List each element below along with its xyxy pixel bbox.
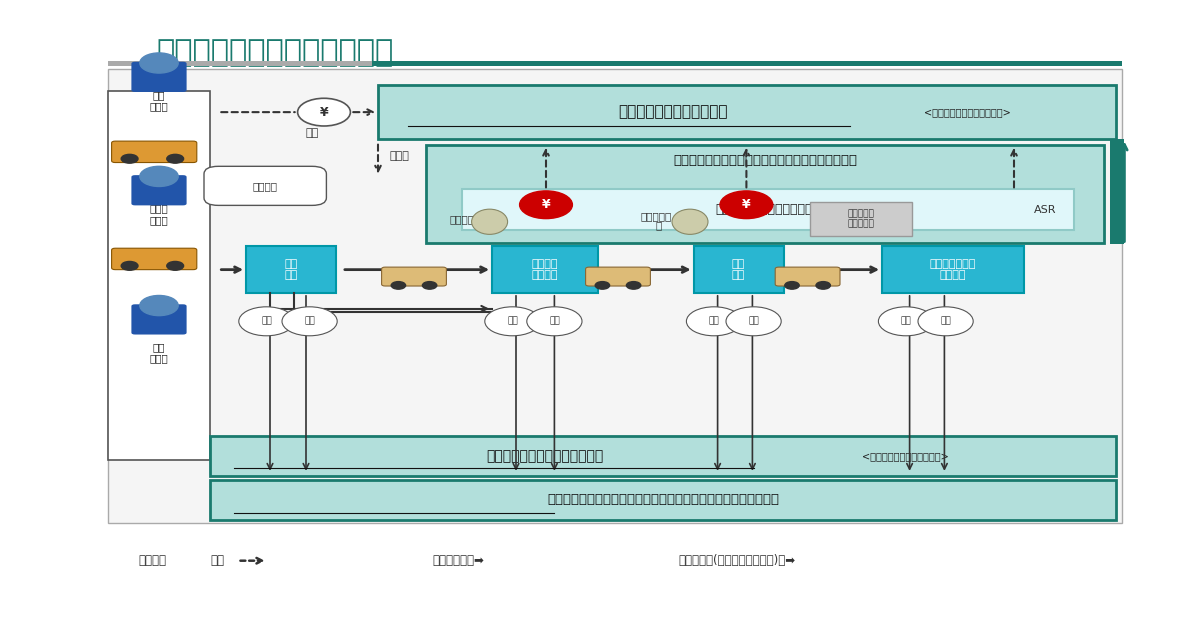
Text: 情報管理センター（ＪＡＲＣ）: 情報管理センター（ＪＡＲＣ）	[486, 449, 604, 463]
Text: 引取: 引取	[901, 317, 911, 326]
FancyBboxPatch shape	[810, 202, 912, 236]
Bar	[108, 61, 372, 66]
Text: 引渡: 引渡	[749, 317, 758, 326]
Circle shape	[626, 282, 641, 289]
Circle shape	[720, 191, 773, 219]
Circle shape	[167, 261, 184, 270]
Text: 自動車メーカー等・指定再資源化機関（ＪＡＲＣ）: 自動車メーカー等・指定再資源化機関（ＪＡＲＣ）	[673, 154, 857, 167]
Text: 引渡: 引渡	[550, 317, 559, 326]
Text: 指定再資源化機関（ＪＡＲＣ）：離島対策・不法投棄等対策支援: 指定再資源化機関（ＪＡＲＣ）：離島対策・不法投棄等対策支援	[547, 493, 779, 507]
Text: モノの流れ　➡: モノの流れ ➡	[432, 554, 484, 567]
FancyBboxPatch shape	[210, 436, 1116, 476]
Circle shape	[391, 282, 406, 289]
FancyBboxPatch shape	[108, 69, 1122, 523]
Text: ･･: ･･	[210, 554, 224, 567]
Text: 類: 類	[655, 220, 661, 230]
Text: フロン類
回収業者: フロン類 回収業者	[532, 258, 558, 280]
Text: 情報の流れ(電子マニフェスト)　➡: 情報の流れ(電子マニフェスト) ➡	[678, 554, 796, 567]
Text: 払渡し: 払渡し	[390, 151, 410, 161]
Text: 引渡: 引渡	[941, 317, 950, 326]
Circle shape	[918, 307, 973, 336]
Text: 中古車
購入者: 中古車 購入者	[150, 203, 168, 225]
Circle shape	[140, 166, 178, 186]
Text: 資金管理法人（ＪＡＲＣ）: 資金管理法人（ＪＡＲＣ）	[618, 105, 728, 119]
Text: ¥: ¥	[319, 106, 329, 118]
Text: ¥: ¥	[541, 198, 551, 211]
Circle shape	[726, 307, 781, 336]
Bar	[1110, 139, 1124, 244]
FancyBboxPatch shape	[775, 267, 840, 286]
Circle shape	[785, 282, 799, 289]
FancyBboxPatch shape	[112, 141, 197, 163]
FancyBboxPatch shape	[492, 246, 598, 293]
Circle shape	[140, 53, 178, 73]
Ellipse shape	[672, 209, 708, 234]
Circle shape	[527, 307, 582, 336]
Circle shape	[167, 154, 184, 163]
Text: 解体
業者: 解体 業者	[732, 258, 745, 280]
Bar	[372, 61, 1122, 66]
Circle shape	[140, 295, 178, 316]
Circle shape	[485, 307, 540, 336]
Text: 自動車リサイクル法について: 自動車リサイクル法について	[156, 38, 394, 67]
Circle shape	[816, 282, 830, 289]
Circle shape	[282, 307, 337, 336]
Text: 預託確認: 預託確認	[253, 181, 277, 191]
Circle shape	[121, 154, 138, 163]
Circle shape	[520, 191, 572, 219]
FancyBboxPatch shape	[108, 91, 210, 460]
FancyBboxPatch shape	[210, 480, 1116, 520]
FancyBboxPatch shape	[132, 304, 187, 335]
Circle shape	[878, 307, 934, 336]
FancyBboxPatch shape	[586, 267, 650, 286]
FancyBboxPatch shape	[426, 145, 1104, 243]
Text: 引取: 引取	[262, 317, 271, 326]
Text: 解体自動車
全部利用者: 解体自動車 全部利用者	[847, 209, 875, 229]
Text: 新車
購入者: 新車 購入者	[150, 90, 168, 112]
Text: ASR: ASR	[1034, 205, 1057, 215]
FancyBboxPatch shape	[204, 166, 326, 205]
Text: <自動車リサイクルシステム>: <自動車リサイクルシステム>	[924, 107, 1010, 117]
Text: <自動車リサイクルシステム>: <自動車リサイクルシステム>	[863, 451, 949, 461]
Circle shape	[422, 282, 437, 289]
FancyBboxPatch shape	[882, 246, 1024, 293]
Text: 最終
所有者: 最終 所有者	[150, 342, 168, 364]
Circle shape	[595, 282, 610, 289]
FancyBboxPatch shape	[378, 85, 1116, 139]
Text: 引取: 引取	[508, 317, 517, 326]
FancyBboxPatch shape	[694, 246, 784, 293]
Text: 引渡: 引渡	[305, 317, 314, 326]
Text: 引取: 引取	[709, 317, 719, 326]
Ellipse shape	[472, 209, 508, 234]
Text: 預託: 預託	[305, 128, 319, 138]
FancyBboxPatch shape	[382, 267, 446, 286]
Text: リサイクル・再資源化等　施設: リサイクル・再資源化等 施設	[715, 203, 821, 216]
Text: エアバッグ: エアバッグ	[641, 211, 672, 221]
FancyBboxPatch shape	[132, 175, 187, 205]
FancyBboxPatch shape	[132, 62, 187, 92]
Text: ¥: ¥	[742, 198, 751, 211]
FancyBboxPatch shape	[462, 189, 1074, 230]
Circle shape	[298, 98, 350, 126]
Circle shape	[686, 307, 742, 336]
Text: 金の流れ: 金の流れ	[138, 554, 166, 567]
Text: 前破砕　本破砕
破砕業者: 前破砕 本破砕 破砕業者	[930, 258, 976, 280]
FancyBboxPatch shape	[246, 246, 336, 293]
Text: フロン類: フロン類	[450, 214, 475, 224]
FancyBboxPatch shape	[112, 248, 197, 270]
Text: 引取
業者: 引取 業者	[284, 258, 298, 280]
Circle shape	[239, 307, 294, 336]
Circle shape	[121, 261, 138, 270]
